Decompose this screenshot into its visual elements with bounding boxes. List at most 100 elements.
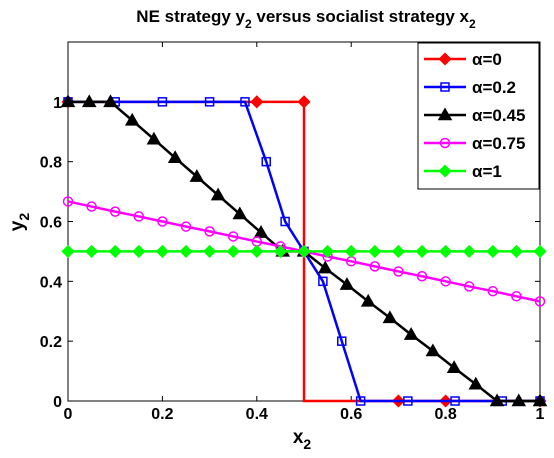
- legend-label: α=1: [472, 162, 502, 181]
- legend-label: α=0: [472, 50, 502, 69]
- data-point: [109, 206, 121, 217]
- y-tick-label: 1: [53, 95, 62, 112]
- data-point: [81, 94, 97, 108]
- data-point: [438, 164, 452, 178]
- data-point: [439, 137, 451, 149]
- series-4: [61, 244, 547, 258]
- data-point: [250, 244, 264, 258]
- data-point: [360, 293, 376, 307]
- data-point: [321, 244, 335, 258]
- tick-labels: 0 0.2 0.4 0.6 0.8 1 0 0.2 0.4 0.6 0.8 1: [40, 95, 545, 423]
- data-point: [532, 393, 548, 407]
- data-point: [227, 231, 239, 242]
- x-tick-label: 0.8: [434, 406, 456, 423]
- x-axis-title: x2: [293, 427, 312, 452]
- data-point: [339, 277, 355, 290]
- data-point: [133, 211, 145, 222]
- data-point: [232, 206, 248, 220]
- legend-item-0: α=0: [424, 50, 502, 69]
- data-point: [189, 169, 205, 182]
- data-point: [157, 97, 168, 107]
- data-point: [391, 244, 405, 258]
- data-point: [437, 107, 453, 121]
- data-point: [489, 393, 505, 407]
- data-point: [180, 221, 192, 232]
- data-point: [486, 244, 500, 258]
- data-point: [240, 97, 250, 107]
- data-point: [403, 396, 413, 406]
- data-point: [533, 244, 547, 258]
- data-point: [509, 244, 523, 258]
- data-point: [132, 244, 146, 258]
- data-point: [463, 281, 475, 292]
- data-point: [318, 276, 328, 287]
- legend: α=0 α=0.2 α=0.45 α=0.75 α=1: [417, 42, 540, 190]
- data-point: [438, 52, 452, 66]
- data-point: [446, 360, 462, 374]
- data-point: [462, 244, 476, 258]
- legend-label: α=0.45: [472, 106, 525, 125]
- x-tick-label: 1: [536, 406, 545, 423]
- y-tick-label: 0.4: [40, 274, 62, 291]
- data-point: [62, 196, 74, 207]
- legend-label: α=0.75: [472, 134, 525, 153]
- data-point: [157, 216, 168, 227]
- data-point: [124, 112, 140, 126]
- data-point: [261, 156, 271, 167]
- x-tick-label: 0.2: [151, 406, 173, 423]
- data-point: [355, 396, 366, 406]
- legend-item-3: α=0.75: [424, 134, 525, 153]
- data-point: [253, 225, 269, 238]
- data-point: [179, 244, 193, 258]
- data-point: [382, 310, 398, 324]
- data-point: [86, 201, 97, 212]
- x-tick-label: 0: [64, 406, 73, 423]
- data-point: [167, 150, 183, 164]
- legend-label: α=0.2: [472, 78, 516, 97]
- chart-title: NE strategy y2 versus socialist strategy…: [136, 7, 476, 31]
- legend-item-4: α=1: [424, 162, 502, 181]
- data-point: [297, 95, 311, 109]
- legend-box: [417, 42, 540, 190]
- x-tick-label: 0.4: [246, 406, 268, 423]
- data-point: [85, 244, 99, 258]
- y-tick-label: 0.6: [40, 215, 62, 232]
- data-point: [204, 97, 215, 107]
- data-point: [440, 276, 451, 287]
- data-point: [344, 244, 358, 258]
- data-point: [415, 244, 429, 258]
- data-point: [368, 244, 382, 258]
- data-point: [468, 376, 484, 390]
- legend-item-1: α=0.2: [424, 78, 516, 97]
- data-point: [103, 94, 118, 108]
- data-point: [210, 187, 226, 201]
- y-tick-label: 0.8: [40, 155, 62, 172]
- data-point: [60, 94, 76, 108]
- data-point: [393, 266, 404, 277]
- data-point: [534, 296, 546, 307]
- data-point: [487, 285, 499, 297]
- data-point: [439, 244, 453, 258]
- data-point: [146, 131, 162, 145]
- data-point: [440, 82, 450, 92]
- data-point: [337, 336, 347, 346]
- y-tick-label: 0.2: [40, 334, 62, 351]
- data-point: [203, 244, 217, 258]
- data-point: [155, 244, 169, 258]
- series-layer: [60, 94, 548, 408]
- data-point: [425, 343, 441, 357]
- data-point: [226, 244, 240, 258]
- data-point: [280, 216, 290, 227]
- data-point: [250, 95, 264, 109]
- data-point: [273, 244, 287, 258]
- data-point: [297, 244, 311, 258]
- data-point: [204, 226, 215, 237]
- y-axis-title: y2: [7, 213, 32, 232]
- data-point: [511, 291, 522, 302]
- y-tick-label: 0: [53, 394, 62, 411]
- data-point: [61, 244, 75, 258]
- legend-item-2: α=0.45: [424, 106, 525, 125]
- data-point: [108, 244, 122, 258]
- data-point: [416, 270, 428, 282]
